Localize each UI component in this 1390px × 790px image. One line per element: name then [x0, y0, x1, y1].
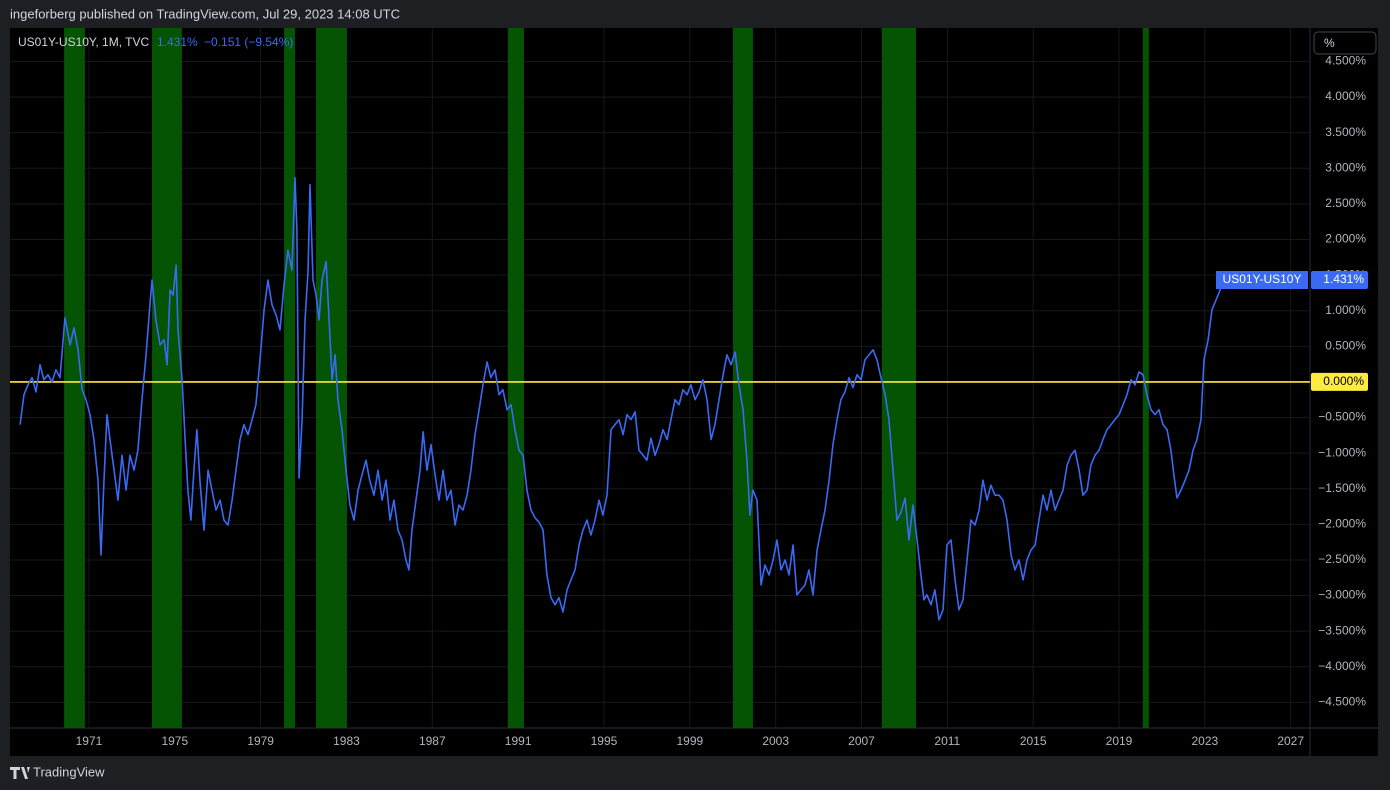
zero-line-label: 0.000% [1323, 374, 1364, 388]
y-tick-label: 2.000% [1325, 232, 1366, 246]
x-tick-label: 2015 [1020, 734, 1047, 748]
scale-button-label[interactable]: % [1324, 36, 1335, 50]
legend-title: US01Y-US10Y, 1M, TVC [18, 35, 150, 49]
recession-band [881, 28, 917, 728]
legend-change: −0.151 (−9.54%) [204, 35, 293, 49]
recession-band [284, 28, 295, 728]
legend-value: 1.431% [157, 35, 198, 49]
x-tick-label: 1999 [676, 734, 703, 748]
x-tick-label: 1979 [247, 734, 274, 748]
y-tick-label: −1.000% [1318, 445, 1366, 459]
y-tick-label: 3.000% [1325, 160, 1366, 174]
last-value-tag [1311, 271, 1368, 290]
y-tick-label: 2.500% [1325, 196, 1366, 210]
recession-band [152, 28, 182, 728]
y-tick-label: −2.000% [1318, 517, 1366, 531]
x-tick-label: 2007 [848, 734, 875, 748]
y-tick-label: 1.000% [1325, 303, 1366, 317]
y-tick-label: −3.500% [1318, 623, 1366, 637]
recession-band [64, 28, 85, 728]
header: ingeforberg published on TradingView.com… [10, 6, 400, 21]
chart-panel [10, 28, 1378, 756]
x-tick-label: 1971 [76, 734, 103, 748]
axes: 4.500%4.000%3.500%3.000%2.500%2.000%1.50… [76, 54, 1368, 748]
x-tick-label: 1995 [591, 734, 618, 748]
x-tick-label: 2019 [1106, 734, 1133, 748]
x-tick-label: 1991 [505, 734, 532, 748]
y-tick-label: 0.500% [1325, 338, 1366, 352]
recession-band [507, 28, 524, 728]
recession-bands [64, 28, 1149, 728]
y-tick-label: −1.500% [1318, 481, 1366, 495]
x-tick-label: 1983 [333, 734, 360, 748]
x-tick-label: 2003 [762, 734, 789, 748]
series-line [19, 176, 1227, 621]
x-tick-label: 2027 [1277, 734, 1304, 748]
x-tick-label: 2023 [1191, 734, 1218, 748]
y-tick-label: −0.500% [1318, 410, 1366, 424]
recession-band [732, 28, 753, 728]
y-tick-label: −4.000% [1318, 659, 1366, 673]
zero-line-tag [1311, 372, 1368, 391]
x-tick-label: 1987 [419, 734, 446, 748]
y-tick-label: 4.500% [1325, 54, 1366, 68]
y-tick-label: −2.500% [1318, 552, 1366, 566]
last-value-label: 1.431% [1323, 272, 1364, 286]
footer: TradingView [33, 764, 105, 779]
x-tick-label: 2011 [934, 734, 960, 748]
x-tick-label: 1975 [161, 734, 188, 748]
plot [10, 176, 1310, 621]
recession-band [1142, 28, 1149, 728]
last-value-name-tag [1216, 271, 1308, 290]
y-tick-label: −3.000% [1318, 588, 1366, 602]
y-tick-label: 3.500% [1325, 125, 1366, 139]
last-value-name: US01Y-US10Y [1223, 272, 1302, 286]
scale-button[interactable] [1313, 31, 1377, 55]
tradingview-logo [10, 767, 30, 779]
y-tick-label: −4.500% [1318, 695, 1366, 709]
y-tick-label: 4.000% [1325, 89, 1366, 103]
